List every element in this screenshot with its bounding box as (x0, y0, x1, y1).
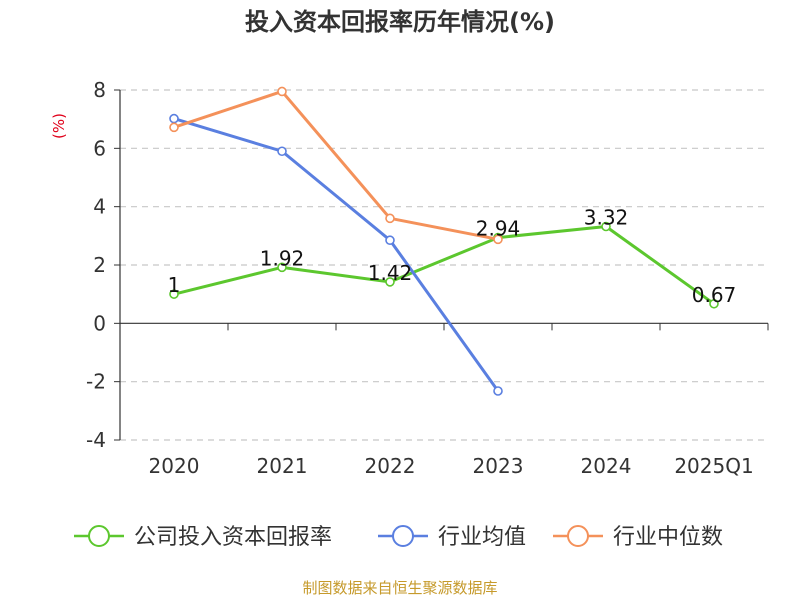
x-tick-label: 2025Q1 (674, 454, 753, 478)
legend-swatch-marker (88, 525, 110, 547)
y-tick-label: 6 (93, 136, 106, 160)
series-line-0 (173, 225, 715, 306)
x-tick-label: 2023 (473, 454, 524, 478)
legend: 公司投入资本回报率 行业均值 行业中位数 (74, 525, 723, 550)
data-label: 2.94 (476, 217, 521, 241)
y-tick-label: 8 (93, 78, 106, 102)
legend-swatch-marker (567, 525, 589, 547)
legend-label: 公司投入资本回报率 (134, 525, 332, 550)
y-tick-label: -4 (86, 428, 106, 452)
chart-title: 投入资本回报率历年情况(%) (245, 8, 555, 36)
y-tick-label: 0 (93, 311, 106, 335)
data-label: 1 (168, 273, 181, 297)
y-tick-label: -2 (86, 370, 106, 394)
data-labels: 1 1.92 1.42 2.94 3.32 0.67 (168, 206, 737, 307)
data-point (385, 213, 395, 224)
data-label: 3.32 (584, 206, 629, 230)
series-lines (169, 86, 719, 396)
y-tick-label: 2 (93, 253, 106, 277)
axes: -4 -2 0 2 4 6 8 2020 2021 2022 2023 2024 2025Q1 (%) (50, 78, 769, 478)
data-point (385, 235, 395, 246)
y-tick-label: 4 (93, 195, 106, 219)
data-point (493, 386, 503, 396)
legend-label: 行业均值 (438, 525, 526, 550)
data-point (277, 262, 287, 273)
series-line-1 (173, 117, 500, 392)
x-tick-label: 2024 (581, 454, 632, 478)
data-point (169, 289, 179, 299)
data-point (601, 221, 611, 232)
data-point (709, 298, 719, 309)
data-label: 1.92 (260, 246, 305, 270)
data-label: 0.67 (692, 283, 737, 307)
grid-lines (120, 89, 768, 441)
x-tick-label: 2020 (149, 454, 200, 478)
data-point (277, 146, 287, 157)
data-point (493, 234, 503, 245)
data-point (277, 86, 287, 97)
data-point (385, 277, 395, 287)
legend-swatch-marker (392, 525, 414, 547)
x-tick-label: 2021 (257, 454, 308, 478)
series-line-2 (173, 89, 499, 241)
data-point (169, 122, 179, 133)
data-point (169, 113, 179, 124)
legend-label: 行业中位数 (613, 525, 723, 550)
x-tick-label: 2022 (365, 454, 416, 478)
y-axis-label: (%) (50, 113, 68, 139)
data-label: 1.42 (368, 261, 413, 285)
source-note: 制图数据来自恒生聚源数据库 (302, 579, 498, 597)
